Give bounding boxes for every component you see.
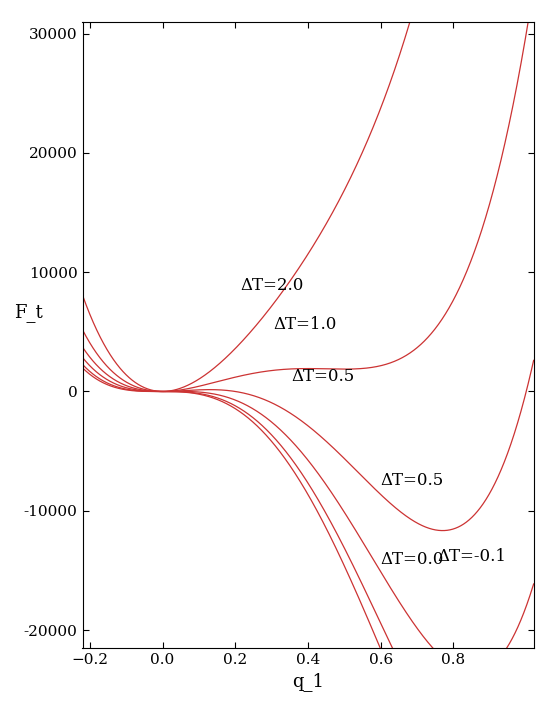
Text: ΔT=2.0: ΔT=2.0 (241, 277, 304, 294)
Text: ΔT=-0.1: ΔT=-0.1 (437, 548, 506, 565)
X-axis label: q_1: q_1 (292, 672, 324, 691)
Text: ΔT=1.0: ΔT=1.0 (273, 316, 337, 333)
Text: ΔT=0.5: ΔT=0.5 (381, 472, 444, 489)
Text: ΔT=0.0: ΔT=0.0 (381, 552, 444, 569)
Y-axis label: F_t: F_t (14, 303, 43, 323)
Text: ΔT=0.5: ΔT=0.5 (292, 368, 355, 384)
